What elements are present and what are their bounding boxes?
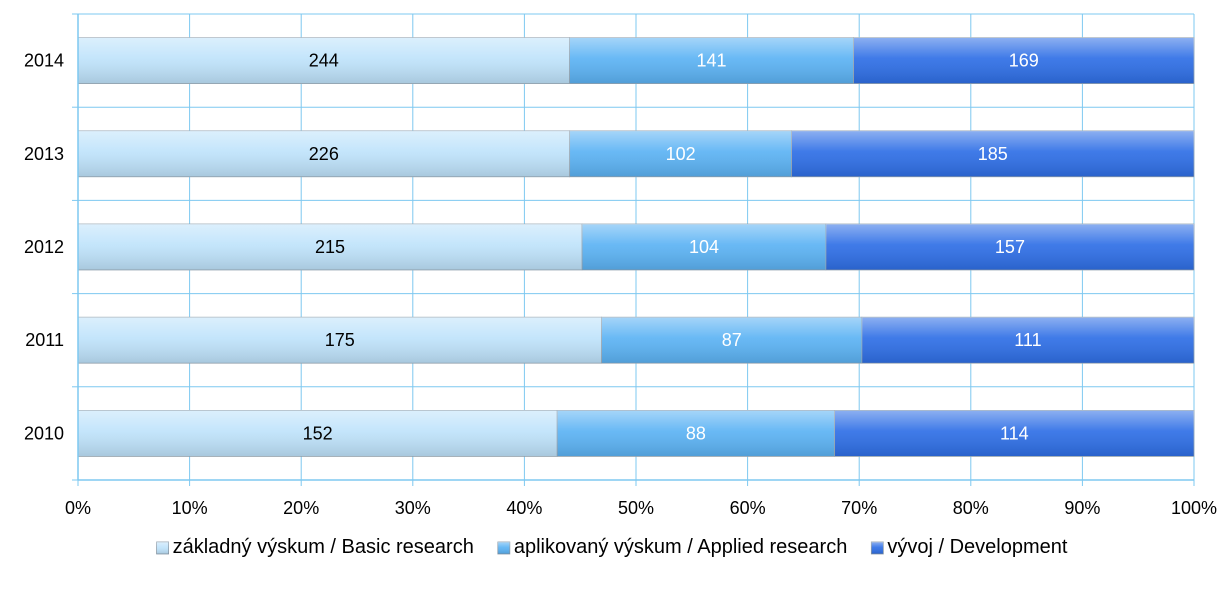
legend-label: základný výskum / Basic research — [173, 536, 474, 558]
bar-segment-sheen — [78, 37, 570, 84]
legend-item: aplikovaný výskum / Applied research — [497, 536, 848, 558]
bar-segment-sheen — [557, 410, 835, 457]
x-tick-label: 40% — [506, 498, 542, 518]
legend-swatch-sheen — [156, 542, 169, 554]
x-tick-label: 0% — [65, 498, 91, 518]
legend-swatch-sheen — [871, 542, 884, 554]
bar-segment-sheen — [582, 224, 826, 270]
y-category-label: 2012 — [24, 237, 64, 257]
bar-segment-sheen — [601, 317, 862, 364]
bar-value-label: 141 — [697, 51, 727, 71]
bar-segment-sheen — [569, 37, 854, 84]
x-tick-label: 20% — [283, 498, 319, 518]
bar-segment-sheen — [825, 224, 1194, 270]
bar-value-label: 87 — [722, 330, 742, 350]
bar-value-label: 185 — [978, 144, 1008, 164]
bar-segment-sheen — [853, 37, 1194, 84]
bar-segment-sheen — [78, 410, 558, 457]
bar-value-label: 104 — [689, 237, 719, 257]
bar-value-label: 157 — [995, 237, 1025, 257]
bar-value-label: 215 — [315, 237, 345, 257]
legend-item: základný výskum / Basic research — [156, 536, 474, 558]
x-tick-label: 70% — [841, 498, 877, 518]
x-tick-label: 80% — [953, 498, 989, 518]
bar-value-label: 102 — [666, 144, 696, 164]
bar-segment-sheen — [78, 130, 570, 177]
bar-value-label: 114 — [1000, 423, 1029, 443]
legend-label: aplikovaný výskum / Applied research — [514, 536, 848, 558]
bar-value-label: 111 — [1014, 330, 1041, 350]
bar-segment-sheen — [569, 130, 792, 177]
legend-item: vývoj / Development — [870, 536, 1068, 558]
bar-value-label: 244 — [309, 51, 339, 71]
y-category-label: 2014 — [24, 51, 64, 71]
legend-swatch-sheen — [497, 542, 510, 554]
bars: 152 88 114 175 87 111 215 104 157 226 102 185 244 141… — [77, 37, 1195, 457]
bar-segment-sheen — [834, 410, 1194, 457]
bar-segment-sheen — [861, 317, 1194, 364]
legend: základný výskum / Basic research aplikova… — [156, 536, 1068, 558]
legend-label: vývoj / Development — [887, 536, 1068, 558]
bar-value-label: 152 — [303, 423, 333, 443]
bar-value-label: 226 — [309, 144, 339, 164]
y-category-label: 2013 — [24, 144, 64, 164]
x-tick-label: 30% — [395, 498, 431, 518]
bar-value-label: 169 — [1009, 51, 1039, 71]
bar-segment-sheen — [791, 130, 1194, 177]
y-category-label: 2011 — [25, 330, 64, 350]
y-category-label: 2010 — [24, 423, 64, 443]
x-tick-label: 10% — [172, 498, 208, 518]
bar-segment-sheen — [78, 224, 583, 270]
bar-value-label: 88 — [686, 423, 706, 443]
x-tick-label: 60% — [730, 498, 766, 518]
x-tick-label: 100% — [1171, 498, 1217, 518]
x-tick-label: 50% — [618, 498, 654, 518]
bar-segment-sheen — [78, 317, 602, 364]
x-tick-label: 90% — [1064, 498, 1100, 518]
bar-value-label: 175 — [325, 330, 355, 350]
axes: 0% 10% 20% 30% 40% 50% 60% 70% 80% 90% 100% 2010 201… — [24, 13, 1217, 518]
